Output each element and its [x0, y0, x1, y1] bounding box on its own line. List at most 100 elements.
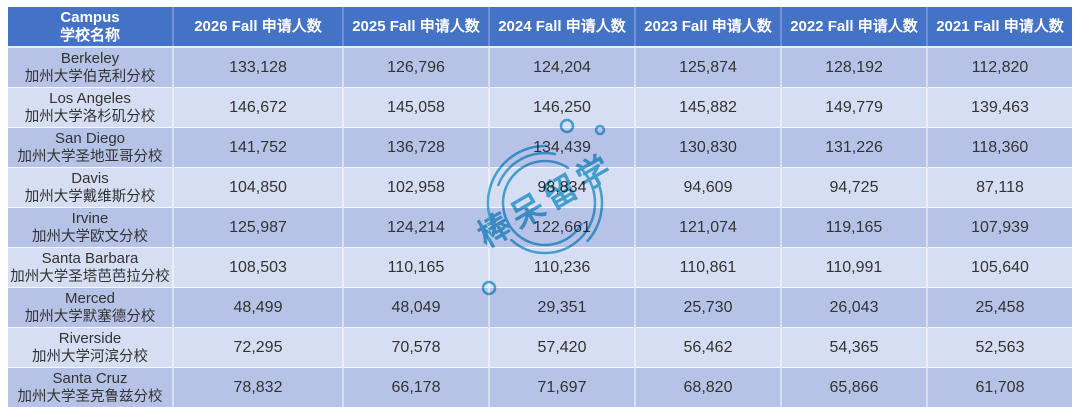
value-cell: 124,214: [343, 208, 489, 248]
value-cell: 122,661: [489, 208, 635, 248]
value-cell: 119,165: [781, 208, 927, 248]
value-cell: 125,987: [173, 208, 343, 248]
value-cell: 68,820: [635, 368, 781, 407]
value-cell: 125,874: [635, 47, 781, 88]
value-cell: 149,779: [781, 88, 927, 128]
header-cell-year: 2024 Fall 申请人数: [489, 7, 635, 47]
value-cell: 25,730: [635, 288, 781, 328]
value-cell: 94,609: [635, 168, 781, 208]
value-cell: 110,991: [781, 248, 927, 288]
value-cell: 61,708: [927, 368, 1072, 407]
header-campus-en: Campus: [8, 9, 172, 27]
value-cell: 78,832: [173, 368, 343, 407]
campus-name-zh: 加州大学圣地亚哥分校: [8, 148, 172, 166]
header-cell-year: 2026 Fall 申请人数: [173, 7, 343, 47]
value-cell: 48,049: [343, 288, 489, 328]
header-campus-zh: 学校名称: [8, 27, 172, 45]
value-cell: 56,462: [635, 328, 781, 368]
value-cell: 71,697: [489, 368, 635, 407]
campus-name-zh: 加州大学洛杉矶分校: [8, 108, 172, 126]
campus-name-en: Riverside: [8, 330, 172, 348]
header-cell-campus: Campus 学校名称: [8, 7, 173, 47]
value-cell: 25,458: [927, 288, 1072, 328]
header-cell-year: 2023 Fall 申请人数: [635, 7, 781, 47]
campus-name-zh: 加州大学默塞德分校: [8, 308, 172, 326]
value-cell: 57,420: [489, 328, 635, 368]
value-cell: 121,074: [635, 208, 781, 248]
value-cell: 70,578: [343, 328, 489, 368]
value-cell: 134,439: [489, 128, 635, 168]
header-cell-year: 2021 Fall 申请人数: [927, 7, 1072, 47]
value-cell: 108,503: [173, 248, 343, 288]
campus-name-en: Davis: [8, 170, 172, 188]
value-cell: 126,796: [343, 47, 489, 88]
value-cell: 145,058: [343, 88, 489, 128]
value-cell: 107,939: [927, 208, 1072, 248]
value-cell: 139,463: [927, 88, 1072, 128]
campus-name-en: Irvine: [8, 210, 172, 228]
value-cell: 110,861: [635, 248, 781, 288]
campus-name-en: Santa Barbara: [8, 250, 172, 268]
value-cell: 146,250: [489, 88, 635, 128]
value-cell: 131,226: [781, 128, 927, 168]
campus-name-en: Los Angeles: [8, 90, 172, 108]
value-cell: 105,640: [927, 248, 1072, 288]
campus-name-zh: 加州大学欧文分校: [8, 228, 172, 246]
value-cell: 26,043: [781, 288, 927, 328]
value-cell: 102,958: [343, 168, 489, 208]
value-cell: 29,351: [489, 288, 635, 328]
value-cell: 146,672: [173, 88, 343, 128]
campus-name-zh: 加州大学圣克鲁兹分校: [8, 388, 172, 406]
value-cell: 124,204: [489, 47, 635, 88]
value-cell: 48,499: [173, 288, 343, 328]
value-cell: 133,128: [173, 47, 343, 88]
value-cell: 141,752: [173, 128, 343, 168]
campus-name-zh: 加州大学戴维斯分校: [8, 188, 172, 206]
value-cell: 136,728: [343, 128, 489, 168]
campus-name-zh: 加州大学伯克利分校: [8, 68, 172, 86]
value-cell: 118,360: [927, 128, 1072, 168]
value-cell: 54,365: [781, 328, 927, 368]
campus-name-zh: 加州大学圣塔芭芭拉分校: [8, 268, 172, 286]
value-cell: 66,178: [343, 368, 489, 407]
campus-name-en: San Diego: [8, 130, 172, 148]
campus-name-zh: 加州大学河滨分校: [8, 348, 172, 366]
value-cell: 98,834: [489, 168, 635, 208]
value-cell: 110,165: [343, 248, 489, 288]
header-cell-year: 2025 Fall 申请人数: [343, 7, 489, 47]
value-cell: 112,820: [927, 47, 1072, 88]
value-cell: 65,866: [781, 368, 927, 407]
value-cell: 72,295: [173, 328, 343, 368]
campus-name-en: Santa Cruz: [8, 370, 172, 388]
campus-name-en: Berkeley: [8, 50, 172, 68]
value-cell: 128,192: [781, 47, 927, 88]
value-cell: 52,563: [927, 328, 1072, 368]
value-cell: 130,830: [635, 128, 781, 168]
value-cell: 110,236: [489, 248, 635, 288]
header-cell-year: 2022 Fall 申请人数: [781, 7, 927, 47]
value-cell: 87,118: [927, 168, 1072, 208]
campus-name-en: Merced: [8, 290, 172, 308]
value-cell: 145,882: [635, 88, 781, 128]
value-cell: 94,725: [781, 168, 927, 208]
